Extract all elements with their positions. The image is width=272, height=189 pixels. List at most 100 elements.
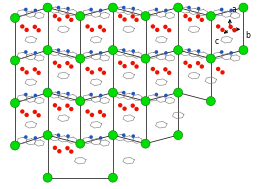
Text: a: a [232,5,237,14]
Circle shape [229,51,233,55]
Circle shape [108,131,118,140]
Circle shape [76,139,85,148]
Circle shape [163,67,168,72]
Circle shape [187,48,191,52]
Circle shape [122,64,127,68]
Circle shape [118,103,122,108]
Circle shape [57,149,61,153]
Circle shape [134,18,139,22]
Circle shape [151,24,155,29]
Circle shape [118,14,122,18]
Circle shape [69,18,73,22]
Circle shape [164,94,168,97]
Circle shape [220,50,224,54]
Circle shape [43,46,52,55]
Circle shape [196,61,200,65]
Circle shape [122,106,127,111]
Circle shape [122,48,126,52]
Circle shape [85,24,90,29]
Circle shape [216,67,220,71]
Circle shape [10,13,20,22]
Circle shape [206,12,215,21]
Circle shape [66,134,70,138]
Circle shape [102,28,106,33]
Circle shape [57,48,60,52]
Circle shape [89,50,93,54]
Circle shape [36,28,41,33]
Circle shape [43,173,52,182]
Circle shape [89,8,93,11]
Circle shape [24,70,29,75]
Circle shape [134,107,139,111]
Circle shape [89,135,93,139]
Circle shape [43,131,52,140]
Circle shape [229,9,233,12]
Circle shape [90,113,94,117]
Circle shape [90,70,94,75]
Circle shape [197,7,200,10]
Circle shape [155,28,159,32]
Circle shape [57,133,60,137]
Circle shape [57,106,61,111]
Circle shape [20,24,24,29]
Circle shape [174,131,183,140]
Circle shape [53,14,57,18]
Circle shape [33,110,37,114]
Circle shape [206,54,215,63]
Circle shape [108,46,118,55]
Circle shape [98,110,102,114]
Circle shape [220,28,225,32]
Circle shape [76,97,85,106]
Circle shape [65,14,70,19]
Circle shape [57,91,60,94]
Circle shape [102,70,106,75]
Circle shape [66,49,70,53]
Circle shape [33,94,37,97]
Circle shape [141,54,150,63]
Circle shape [167,70,171,75]
Circle shape [151,67,155,71]
Circle shape [239,46,248,55]
Circle shape [154,8,158,11]
Circle shape [164,51,168,55]
Circle shape [10,56,20,65]
Circle shape [33,136,37,140]
Circle shape [98,67,102,72]
Circle shape [10,141,20,150]
Circle shape [89,93,93,96]
Circle shape [141,139,150,148]
Circle shape [220,8,224,11]
Circle shape [188,64,192,68]
Circle shape [187,6,191,9]
Circle shape [232,28,237,33]
Circle shape [53,60,57,65]
Circle shape [20,67,24,71]
Circle shape [141,97,150,106]
Circle shape [66,92,70,95]
Circle shape [134,64,139,69]
Circle shape [65,146,70,150]
Circle shape [102,113,106,118]
Circle shape [131,7,135,10]
Circle shape [163,25,168,29]
Circle shape [76,12,85,21]
Circle shape [33,9,37,12]
Circle shape [131,14,135,19]
Circle shape [200,64,204,69]
Circle shape [57,64,61,68]
Circle shape [131,61,135,65]
Circle shape [108,173,118,182]
Circle shape [53,146,57,150]
Circle shape [99,51,103,55]
Circle shape [154,93,158,96]
Circle shape [167,28,171,33]
Circle shape [85,109,90,114]
Circle shape [155,70,159,75]
Text: b: b [245,31,250,40]
Circle shape [85,67,90,71]
Circle shape [220,70,225,75]
Circle shape [108,3,118,12]
Circle shape [154,50,158,54]
Circle shape [24,8,28,11]
Circle shape [197,49,200,53]
